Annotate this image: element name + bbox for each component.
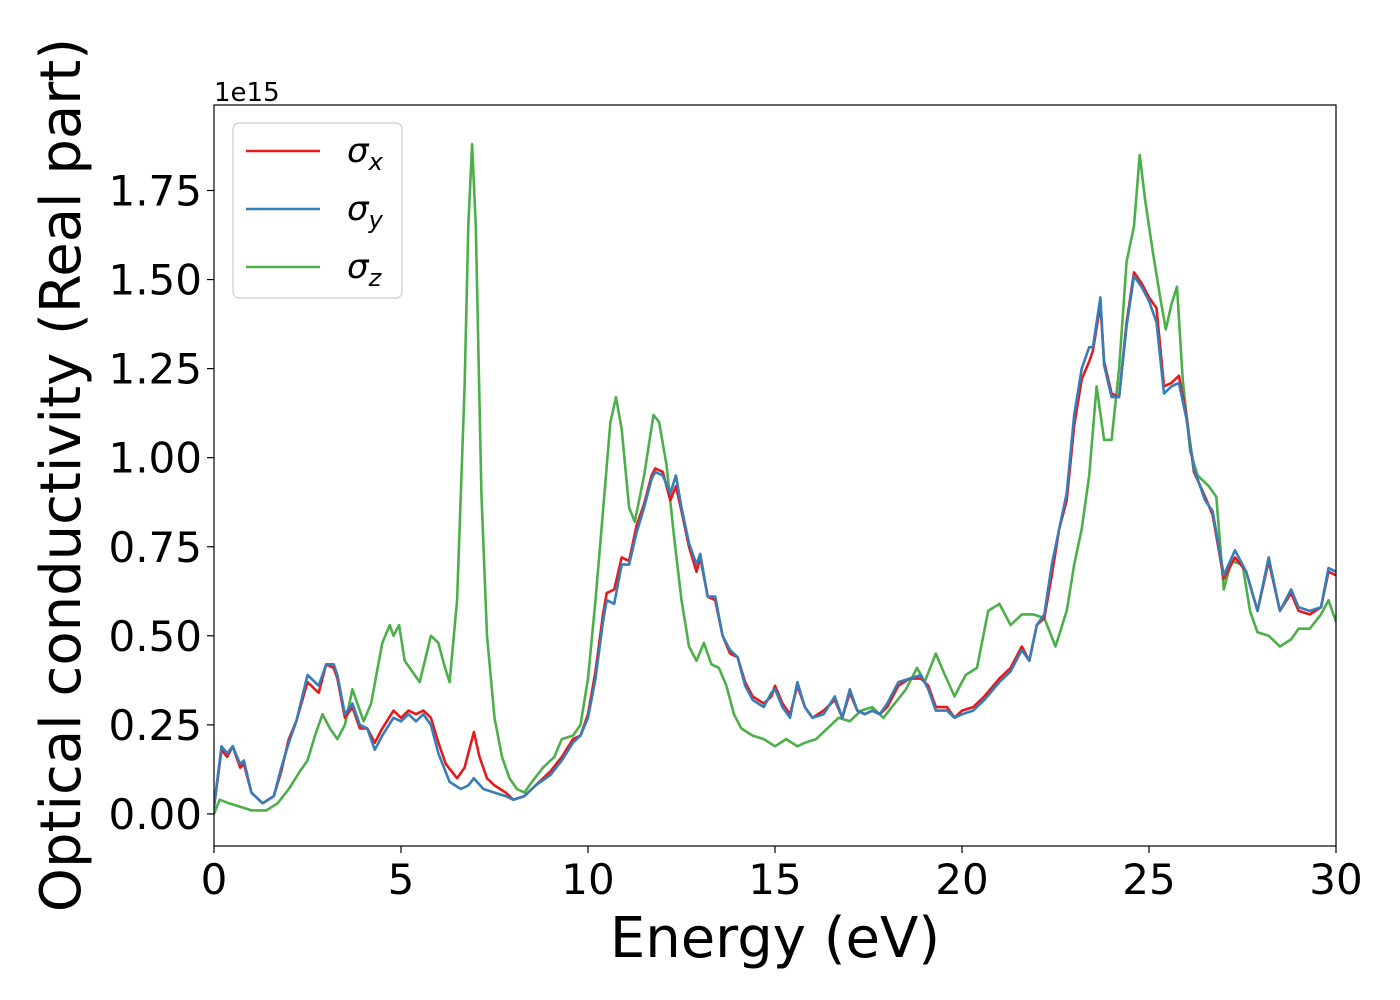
series-line-x — [214, 271, 1336, 809]
series-line-y — [214, 274, 1336, 809]
legend-label-x: σx — [347, 131, 384, 176]
x-tick-label: 0 — [201, 855, 228, 904]
legend: σx σy σz — [232, 122, 403, 299]
x-axis-ticks: 0 5 10 15 20 25 30 — [201, 846, 1363, 904]
x-tick-label: 25 — [1122, 855, 1175, 904]
x-axis-label: Energy (eV) — [610, 906, 940, 971]
y-tick-label: 1.75 — [108, 167, 202, 216]
x-tick-label: 15 — [748, 855, 801, 904]
series-layer — [214, 142, 1336, 816]
y-axis-ticks: 0.00 0.25 0.50 0.75 1.00 1.25 1.50 1.75 — [108, 167, 214, 839]
x-tick-label: 10 — [561, 855, 614, 904]
x-tick-label: 5 — [388, 855, 415, 904]
y-tick-label: 0.75 — [108, 523, 202, 572]
y-tick-label: 0.00 — [108, 790, 202, 839]
x-tick-label: 30 — [1309, 855, 1362, 904]
y-tick-label: 1.50 — [108, 256, 202, 305]
series-line-z — [214, 142, 1336, 816]
y-tick-label: 0.50 — [108, 612, 202, 661]
y-axis-label: Optical conductivity (Real part) — [29, 38, 94, 912]
y-tick-label: 1.25 — [108, 345, 202, 394]
legend-label-z: σz — [347, 247, 383, 292]
legend-label-y: σy — [347, 189, 384, 234]
x-tick-label: 20 — [935, 855, 988, 904]
y-tick-label: 1.00 — [108, 434, 202, 483]
legend-box — [232, 122, 403, 299]
y-offset-text: 1e15 — [214, 78, 280, 108]
y-tick-label: 0.25 — [108, 701, 202, 750]
